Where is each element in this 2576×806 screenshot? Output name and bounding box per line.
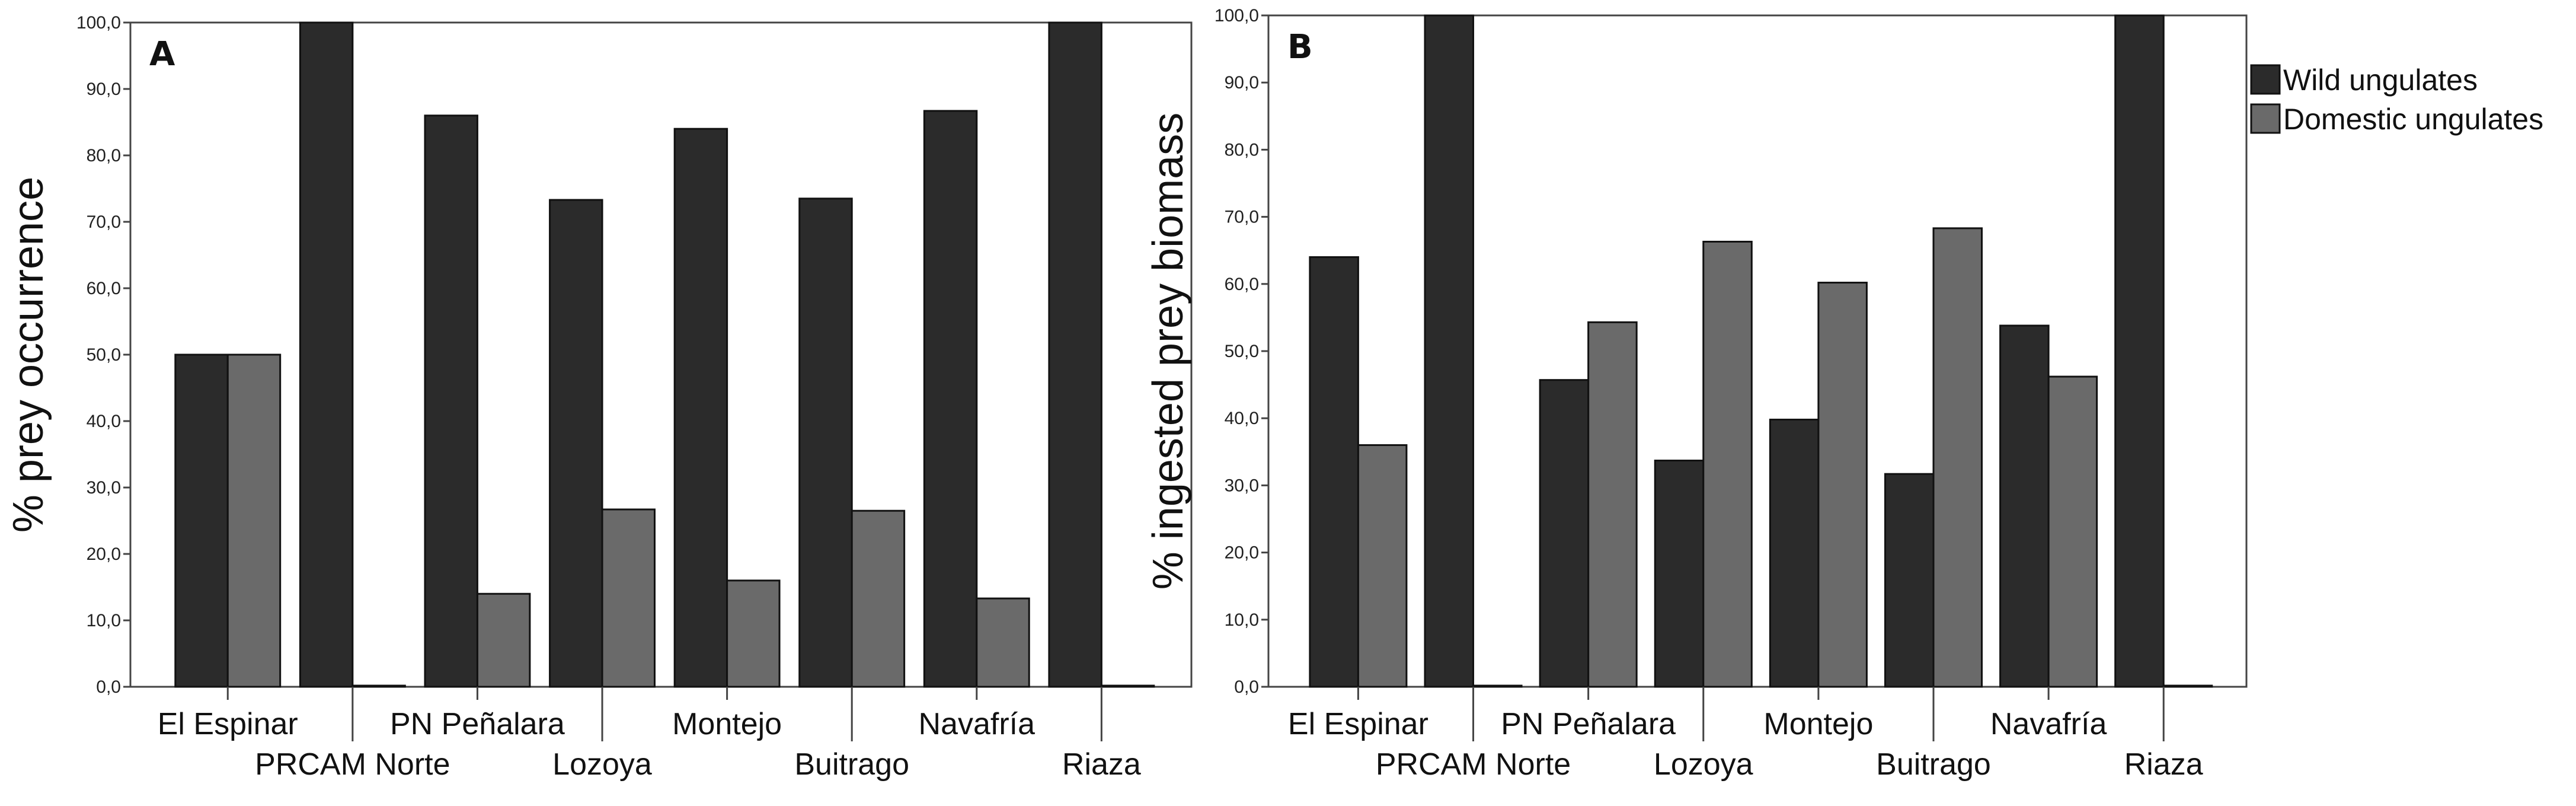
x-category-label: Montejo — [672, 707, 782, 741]
legend-label: Domestic ungulates — [2283, 103, 2543, 136]
x-category-label: Riaza — [2124, 747, 2203, 782]
y-tick-label: 20,0 — [87, 544, 121, 564]
legend: Wild ungulates Domestic ungulates — [2250, 63, 2543, 136]
x-category-label: Buitrago — [794, 747, 909, 782]
x-category-label: PN Peñalara — [390, 707, 565, 741]
y-tick-label: 20,0 — [1225, 543, 1259, 563]
x-category-label: PRCAM Norte — [1376, 747, 1571, 782]
x-category-label: Navafría — [1990, 707, 2107, 741]
bar-domestic-ungulates-prcam-norte — [1472, 684, 1523, 688]
bar-domestic-ungulates-pn-peñalara — [1587, 321, 1638, 688]
y-tick-label: 60,0 — [87, 279, 121, 298]
bar-wild-ungulates-el-espinar — [1309, 256, 1359, 688]
bar-wild-ungulates-riaza — [2114, 14, 2165, 688]
legend-swatch — [2250, 103, 2281, 134]
bar-wild-ungulates-buitrago — [798, 197, 853, 688]
bar-wild-ungulates-lozoya — [549, 199, 603, 688]
x-category-label: Buitrago — [1876, 747, 1991, 782]
y-tick-label: 50,0 — [1225, 342, 1259, 361]
bar-wild-ungulates-montejo — [1769, 418, 1820, 688]
panel-label: A — [149, 35, 175, 74]
y-tick-label: 10,0 — [1225, 610, 1259, 630]
bar-domestic-ungulates-riaza — [1100, 684, 1155, 688]
y-tick-label: 70,0 — [1225, 208, 1259, 227]
y-tick-label: 90,0 — [87, 79, 121, 99]
y-tick-label: 0,0 — [1234, 677, 1259, 697]
bar-domestic-ungulates-buitrago — [851, 509, 906, 688]
y-axis-label: % prey occurrence — [5, 177, 52, 533]
y-tick-label: 80,0 — [1225, 140, 1259, 160]
y-tick-label: 40,0 — [1225, 409, 1259, 428]
y-tick-label: 100,0 — [1215, 6, 1259, 26]
bar-wild-ungulates-navafría — [923, 110, 978, 688]
x-category-label: Montejo — [1763, 707, 1873, 741]
y-tick-label: 70,0 — [87, 212, 121, 232]
bar-domestic-ungulates-lozoya — [601, 508, 656, 688]
bar-wild-ungulates-prcam-norte — [1424, 14, 1475, 688]
x-category-label: Riaza — [1062, 747, 1141, 782]
y-tick-label: 30,0 — [87, 478, 121, 498]
legend-swatch — [2250, 64, 2281, 95]
bar-domestic-ungulates-lozoya — [1702, 240, 1753, 688]
x-category-label: Lozoya — [552, 747, 652, 782]
x-category-label: PRCAM Norte — [255, 747, 450, 782]
bar-wild-ungulates-buitrago — [1884, 473, 1935, 688]
bar-domestic-ungulates-navafría — [2047, 375, 2098, 688]
bar-wild-ungulates-riaza — [1048, 21, 1102, 688]
plot-frame — [129, 21, 1193, 688]
x-category-label: Lozoya — [1654, 747, 1753, 782]
bar-domestic-ungulates-el-espinar — [1357, 444, 1408, 688]
bar-wild-ungulates-el-espinar — [174, 353, 229, 688]
bar-domestic-ungulates-riaza — [2162, 684, 2213, 688]
x-category-label: PN Peñalara — [1501, 707, 1676, 741]
bar-domestic-ungulates-pn-peñalara — [476, 592, 531, 688]
bar-domestic-ungulates-navafría — [976, 597, 1030, 688]
bar-wild-ungulates-montejo — [673, 128, 728, 688]
y-tick-label: 40,0 — [87, 412, 121, 431]
y-tick-label: 100,0 — [76, 13, 121, 33]
bar-domestic-ungulates-montejo — [1817, 282, 1868, 688]
bar-wild-ungulates-pn-peñalara — [1539, 379, 1590, 688]
y-tick-label: 60,0 — [1225, 275, 1259, 294]
y-axis-label: % ingested prey biomass — [1145, 113, 1192, 590]
bar-domestic-ungulates-el-espinar — [226, 353, 282, 688]
bar-domestic-ungulates-buitrago — [1932, 227, 1983, 688]
bar-wild-ungulates-prcam-norte — [299, 21, 354, 688]
x-category-label: El Espinar — [158, 707, 298, 741]
y-tick-label: 50,0 — [87, 345, 121, 365]
plot-frame — [1267, 14, 2248, 688]
x-category-label: Navafría — [919, 707, 1035, 741]
y-tick-label: 90,0 — [1225, 73, 1259, 93]
bar-domestic-ungulates-prcam-norte — [351, 684, 406, 688]
x-category-label: El Espinar — [1288, 707, 1428, 741]
y-tick-label: 30,0 — [1225, 476, 1259, 495]
bar-wild-ungulates-lozoya — [1654, 460, 1705, 688]
y-tick-label: 10,0 — [87, 611, 121, 630]
bar-domestic-ungulates-montejo — [726, 579, 781, 688]
chart-panel-a: 0,0 10,0 20,0 30,0 40,0 50,0 60,0 70,0 80,0 90,0 1… — [5, 13, 1193, 782]
chart-panel-b: 0,0 10,0 20,0 30,0 40,0 50,0 60,0 70,0 80,0 90,0 1… — [1145, 6, 2248, 782]
legend-label: Wild ungulates — [2283, 63, 2478, 97]
y-tick-label: 0,0 — [96, 677, 121, 697]
bar-wild-ungulates-navafría — [1999, 324, 2050, 688]
y-tick-label: 80,0 — [87, 146, 121, 165]
panel-label: B — [1287, 28, 1313, 66]
bar-wild-ungulates-pn-peñalara — [424, 114, 478, 688]
